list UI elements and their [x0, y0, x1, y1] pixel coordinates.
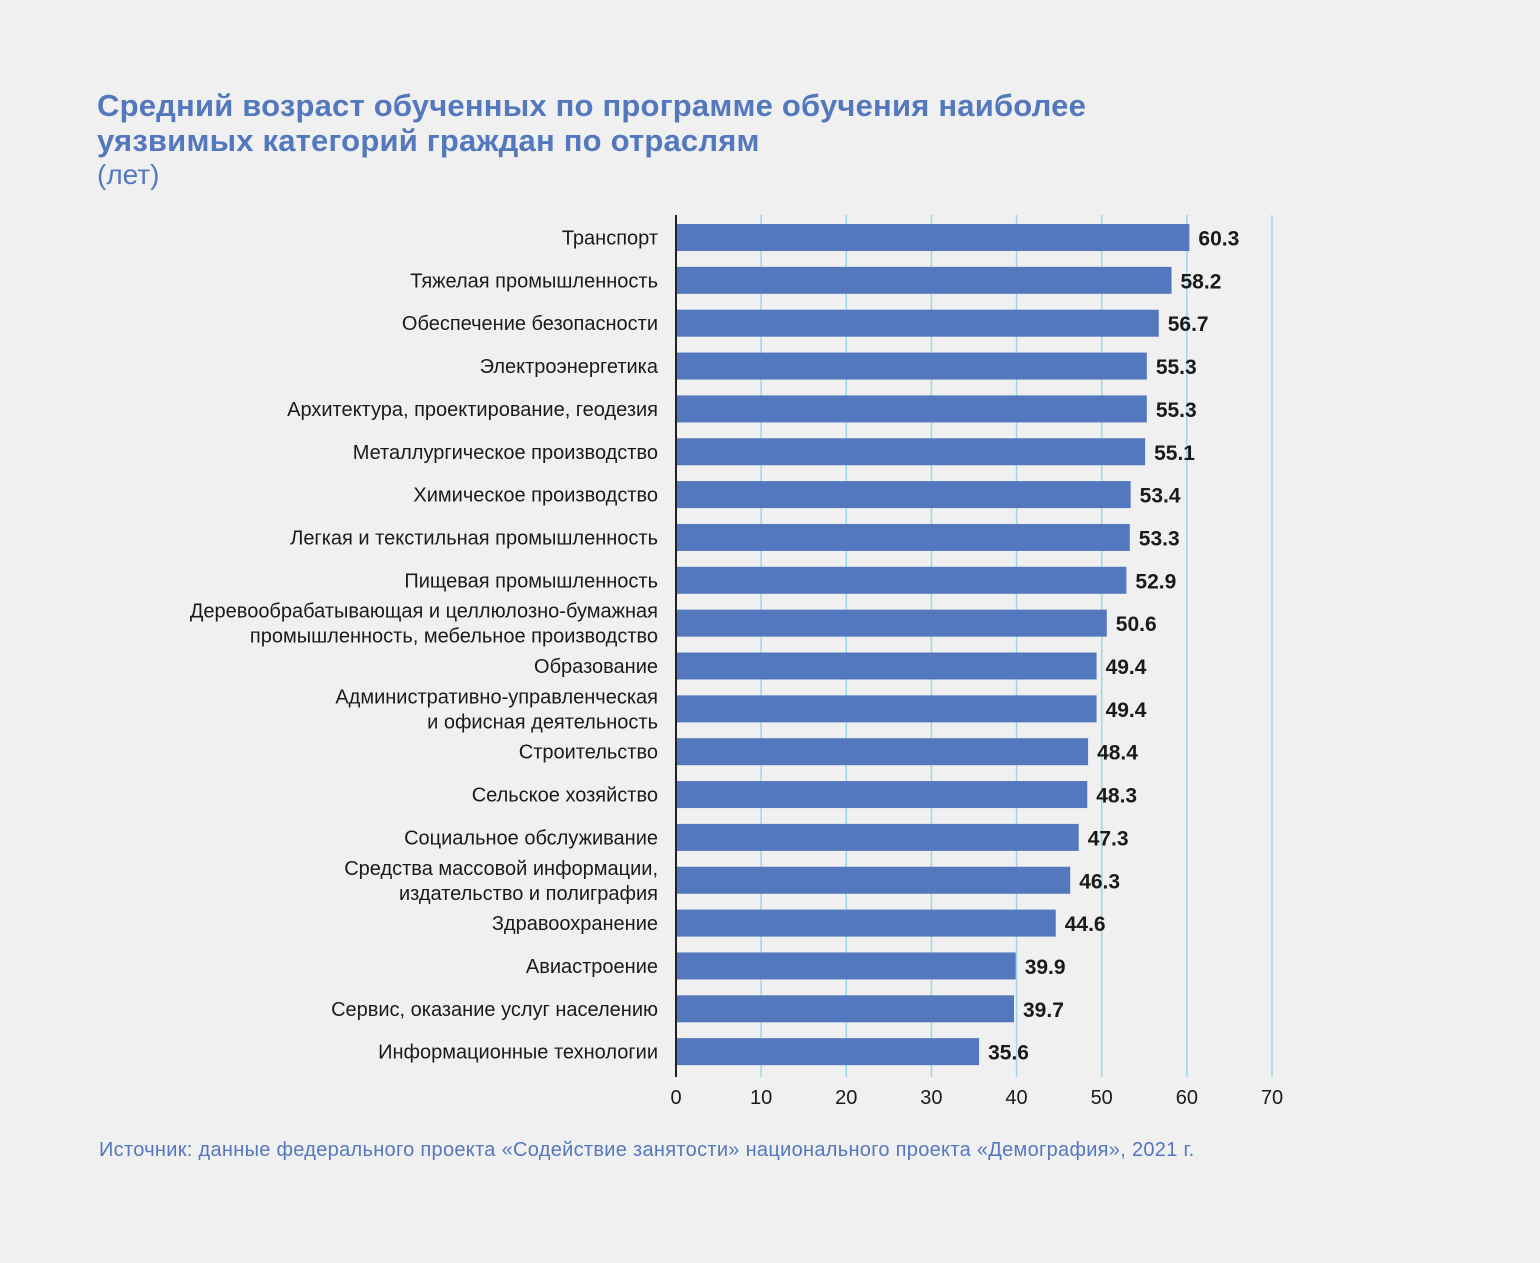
bar-value-label: 48.3	[1096, 785, 1137, 808]
bar-value-label: 47.3	[1088, 827, 1129, 850]
category-label: Транспорт	[562, 228, 658, 250]
x-tick-label: 50	[1091, 1087, 1113, 1109]
chart-title-line-1: Средний возраст обученных по программе о…	[97, 88, 1087, 123]
category-label: Тяжелая промышленность	[410, 270, 658, 292]
category-label: Деревообрабатывающая и целлюлозно-бумажн…	[190, 601, 658, 623]
bar	[676, 952, 1016, 980]
bar	[676, 352, 1147, 380]
bar	[676, 1038, 980, 1066]
bar-value-label: 58.2	[1181, 270, 1222, 293]
bar	[676, 523, 1130, 551]
category-label: Образование	[534, 656, 658, 678]
bar	[676, 738, 1089, 766]
bar-value-label: 53.4	[1140, 485, 1181, 508]
x-tick-label: 60	[1176, 1087, 1198, 1109]
category-label: Средства массовой информации,	[344, 858, 658, 880]
x-tick-label: 40	[1005, 1087, 1027, 1109]
x-tick-label: 20	[835, 1087, 857, 1109]
bar	[676, 866, 1071, 894]
category-label: Архитектура, проектирование, геодезия	[287, 399, 658, 421]
x-tick-label: 30	[920, 1087, 942, 1109]
category-label: Пищевая промышленность	[404, 570, 658, 592]
bar	[676, 566, 1127, 594]
category-label: Административно-управленческая	[335, 686, 658, 708]
category-label: Обеспечение безопасности	[402, 313, 658, 335]
bar-value-label: 46.3	[1079, 870, 1120, 893]
bar-value-label: 39.7	[1023, 999, 1064, 1022]
category-label: Здравоохранение	[492, 913, 658, 935]
category-label: издательство и полиграфия	[399, 883, 658, 905]
category-label: Сервис, оказание услуг населению	[331, 999, 658, 1021]
bar	[676, 224, 1190, 251]
bar-value-label: 55.3	[1156, 399, 1197, 422]
bar	[676, 695, 1097, 723]
bar-value-label: 53.3	[1139, 527, 1180, 550]
bar	[676, 395, 1147, 423]
category-label: промышленность, мебельное производство	[250, 626, 658, 648]
bar-value-label: 49.4	[1106, 656, 1147, 679]
bar	[676, 781, 1088, 809]
category-label: Строительство	[519, 742, 658, 764]
category-label: Металлургическое производство	[353, 442, 658, 464]
bar	[676, 995, 1015, 1023]
bar-value-label: 49.4	[1106, 699, 1147, 722]
bar	[676, 609, 1107, 637]
category-label: и офисная деятельность	[427, 711, 658, 733]
category-label: Социальное обслуживание	[404, 827, 658, 849]
bar	[676, 909, 1056, 937]
bar-value-label: 60.3	[1198, 228, 1239, 251]
bar-value-label: 52.9	[1135, 570, 1176, 593]
source-note: Источник: данные федерального проекта «С…	[99, 1139, 1195, 1161]
bar-value-label: 55.3	[1156, 356, 1197, 379]
bar	[676, 438, 1146, 466]
x-tick-label: 70	[1261, 1087, 1283, 1109]
bar	[676, 652, 1097, 680]
x-tick-label: 0	[670, 1087, 681, 1109]
chart-title-line-2: уязвимых категорий граждан по отраслям	[97, 123, 760, 158]
category-label: Авиастроение	[526, 956, 658, 978]
bar-value-label: 44.6	[1065, 913, 1106, 936]
category-label: Сельское хозяйство	[472, 785, 658, 807]
bar-value-label: 55.1	[1154, 442, 1195, 465]
bar-value-label: 50.6	[1116, 613, 1157, 636]
x-tick-label: 10	[750, 1087, 772, 1109]
bar-value-label: 48.4	[1097, 742, 1138, 765]
category-label: Электроэнергетика	[480, 356, 659, 378]
bar	[676, 823, 1079, 851]
bar	[676, 309, 1159, 337]
category-label: Химическое производство	[413, 485, 658, 507]
bar	[676, 481, 1131, 509]
bar	[676, 266, 1172, 294]
bar-value-label: 39.9	[1025, 956, 1066, 979]
category-label: Легкая и текстильная промышленность	[290, 527, 658, 549]
chart-unit: (лет)	[97, 159, 160, 190]
bar-value-label: 56.7	[1168, 313, 1209, 336]
chart-title: Средний возраст обученных по программе о…	[97, 88, 1086, 158]
category-label: Информационные технологии	[378, 1042, 658, 1064]
bar-value-label: 35.6	[988, 1042, 1029, 1065]
